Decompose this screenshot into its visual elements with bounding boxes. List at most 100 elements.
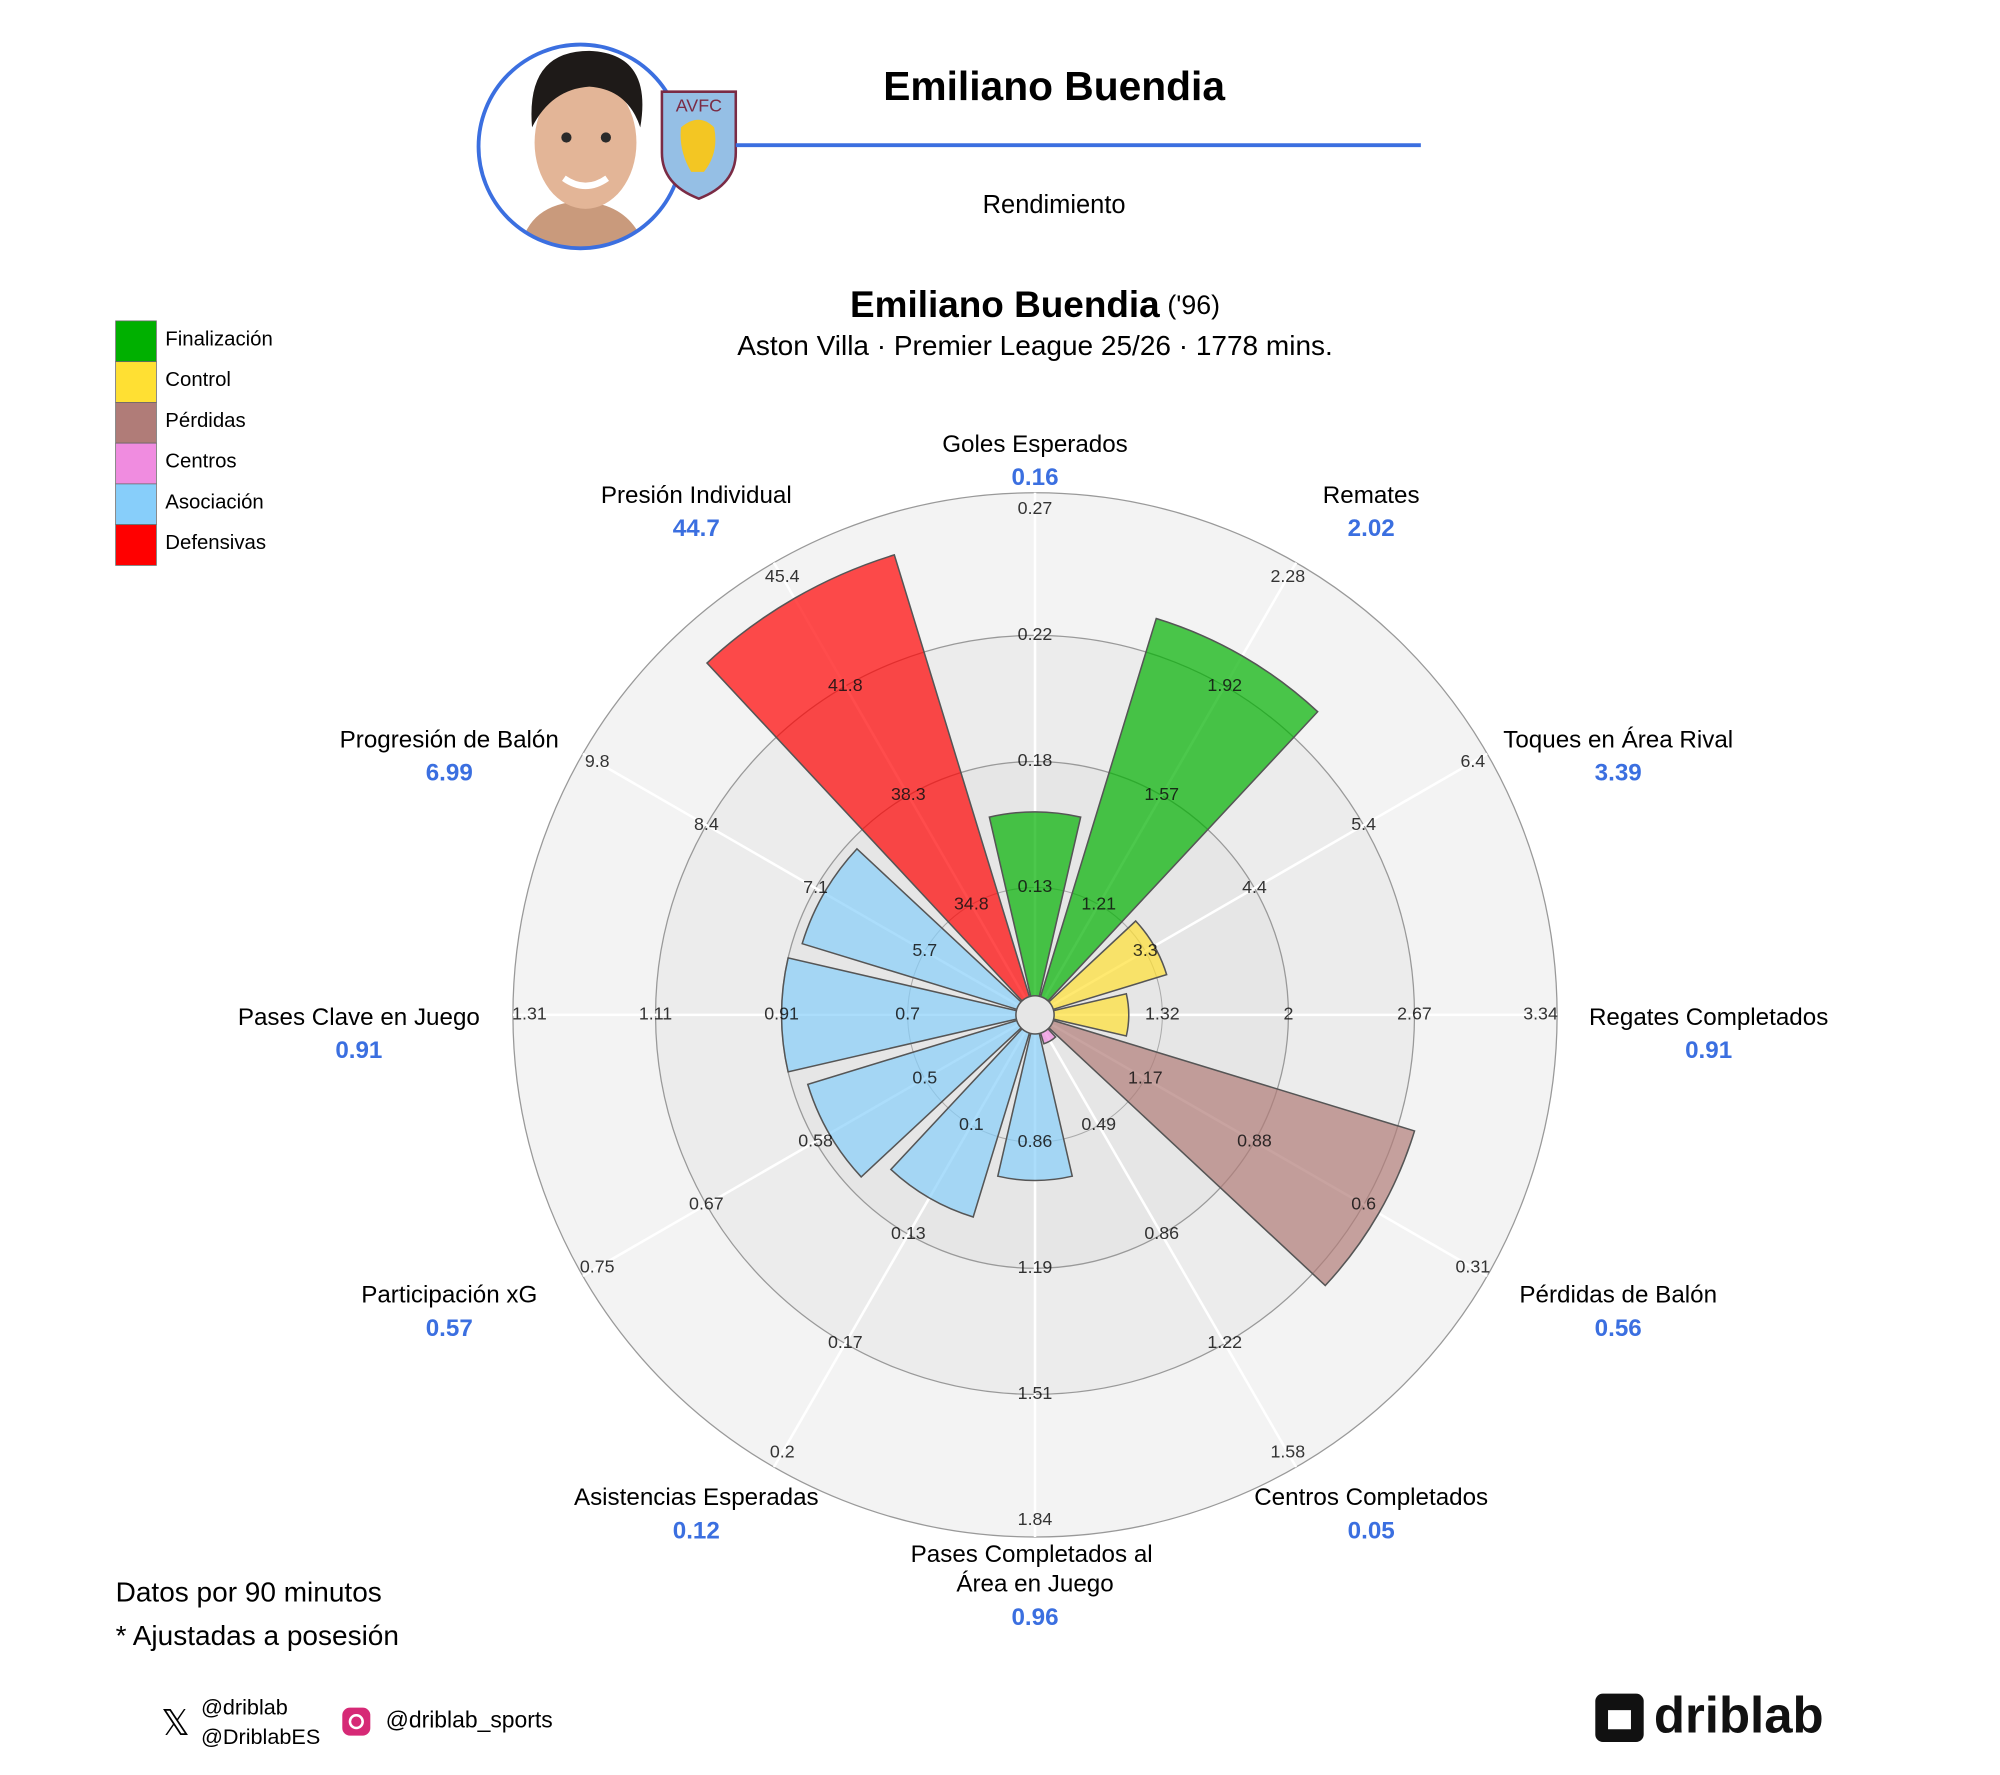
value-label: 0.12 — [673, 1517, 720, 1544]
legend-label: Centros — [165, 451, 236, 473]
legend-label: Pérdidas — [165, 410, 245, 432]
note: Datos por 90 minutos — [116, 1577, 382, 1608]
value-label: 0.91 — [1685, 1037, 1732, 1064]
bar — [988, 811, 1082, 998]
legend-label: Control — [165, 369, 231, 391]
chart-title: Emiliano Buendia — [850, 284, 1160, 325]
legend-swatch — [115, 402, 157, 444]
radial-tick-label: 45.4 — [765, 566, 800, 586]
radial-tick-label: 41.8 — [828, 675, 863, 695]
bar — [1039, 1027, 1057, 1045]
radial-tick-label: 0.13 — [1018, 876, 1053, 896]
category-label: Pases Clave en Juego — [238, 1004, 480, 1031]
value-label: 44.7 — [673, 515, 720, 542]
bar — [806, 1019, 1023, 1179]
radial-tick-label: 9.8 — [585, 751, 610, 771]
category-label: Regates Completados — [1589, 1004, 1828, 1031]
chart-title-group: Emiliano Buendia ('96) — [850, 284, 1220, 325]
radial-tick-label: 1.57 — [1144, 784, 1179, 804]
category-label: Pérdidas de Balón — [1519, 1282, 1717, 1309]
bar — [996, 1032, 1074, 1182]
chart-title-suffix: ('96) — [1167, 290, 1220, 320]
legend-swatch — [115, 361, 157, 403]
crest-text: AVFC — [676, 96, 722, 116]
radial-tick-label: 1.31 — [512, 1004, 547, 1024]
category-label: Asistencias Esperadas — [574, 1484, 819, 1511]
radial-tick-label: 1.84 — [1018, 1509, 1053, 1529]
radial-tick-label: 34.8 — [954, 893, 989, 913]
radial-tick-label: 0.31 — [1455, 1256, 1490, 1276]
chart-subtitle: Aston Villa · Premier League 25/26 · 177… — [737, 330, 1333, 361]
radial-tick-label: 0.67 — [689, 1193, 724, 1213]
category-label: Pases Completados al Área en Juego — [911, 1541, 1160, 1597]
instagram-icon — [348, 1713, 364, 1730]
radial-tick-label: 1.58 — [1270, 1441, 1305, 1461]
category-label: Toques en Área Rival — [1503, 726, 1733, 753]
player-photo — [476, 42, 685, 251]
radial-tick-label: 3.3 — [1133, 940, 1158, 960]
radial-tick-label: 2.28 — [1270, 566, 1305, 586]
radial-tick-label: 0.75 — [580, 1256, 615, 1276]
instagram-icon — [342, 1707, 371, 1736]
radial-tick-label: 1.22 — [1207, 1332, 1242, 1352]
header-subtitle: Rendimiento — [983, 191, 1126, 219]
bar — [1052, 992, 1130, 1037]
radial-tick-label: 0.2 — [770, 1441, 795, 1461]
value-label: 0.16 — [1011, 464, 1058, 491]
header-title: Emiliano Buendia — [883, 63, 1225, 109]
bar — [1047, 919, 1168, 1011]
legend-swatch — [115, 320, 157, 363]
radial-tick-label: 7.1 — [803, 877, 828, 897]
spoke — [1043, 1030, 1298, 1468]
category-label: Remates — [1323, 482, 1420, 509]
category-label: Centros Completados — [1254, 1484, 1488, 1511]
radial-tick-label: 1.17 — [1128, 1067, 1163, 1087]
radial-tick-label: 0.6 — [1351, 1193, 1376, 1213]
bar — [889, 1027, 1031, 1218]
radial-tick-label: 1.19 — [1018, 1257, 1053, 1277]
value-label: 2.02 — [1348, 515, 1395, 542]
note: * Ajustadas a posesión — [116, 1620, 399, 1651]
bar — [801, 847, 1023, 1011]
radial-tick-label: 2 — [1283, 1004, 1293, 1024]
value-label: 0.91 — [335, 1037, 382, 1064]
category-label: Participación xG — [361, 1282, 537, 1309]
labels: 0.130.180.220.271.211.571.922.283.34.45.… — [238, 431, 1828, 1631]
radial-tick-label: 5.4 — [1351, 814, 1376, 834]
radial-tick-label: 0.86 — [1144, 1223, 1179, 1243]
instagram-handle: @driblab_sports — [386, 1707, 553, 1733]
category-label: Goles Esperados — [942, 431, 1128, 458]
radial-tick-label: 4.4 — [1242, 877, 1267, 897]
value-label: 0.57 — [426, 1315, 473, 1342]
radial-tick-label: 8.4 — [694, 814, 719, 834]
category-label: Progresión de Balón — [340, 726, 559, 753]
x-icon: 𝕏 — [161, 1703, 190, 1743]
radial-tick-label: 0.22 — [1018, 624, 1053, 644]
radial-tick-label: 0.17 — [828, 1332, 863, 1352]
radial-tick-label: 0.5 — [912, 1067, 937, 1087]
radial-tick-label: 0.88 — [1237, 1130, 1272, 1150]
radial-tick-label: 1.51 — [1018, 1383, 1053, 1403]
legend-swatch — [115, 483, 157, 526]
x-handle: @driblab — [201, 1695, 288, 1720]
logo-text: driblab — [1654, 1687, 1824, 1744]
radial-tick-label: 0.86 — [1018, 1131, 1053, 1151]
value-label: 0.56 — [1595, 1315, 1642, 1342]
bar — [1047, 1019, 1416, 1287]
category-label: Presión Individual — [601, 482, 792, 509]
logo-mark — [1608, 1710, 1631, 1730]
legend-swatch — [115, 524, 157, 566]
legend-label: Finalización — [165, 328, 273, 350]
radial-tick-label: 0.91 — [764, 1004, 799, 1024]
radial-tick-label: 1.11 — [639, 1004, 672, 1024]
radial-tick-label: 3.34 — [1523, 1004, 1558, 1024]
bar — [780, 956, 1018, 1073]
rings — [512, 492, 1558, 1538]
legend-label: Defensivas — [165, 532, 266, 554]
radial-tick-label: 6.4 — [1460, 751, 1485, 771]
radial-tick-label: 0.58 — [798, 1130, 833, 1150]
radial-tick-label: 38.3 — [891, 784, 926, 804]
value-label: 6.99 — [426, 760, 473, 787]
x-handle: @DriblabES — [201, 1724, 320, 1749]
